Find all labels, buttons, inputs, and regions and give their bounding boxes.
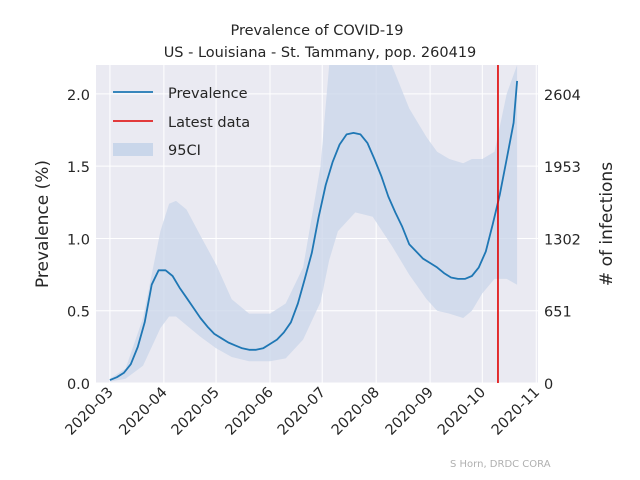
y-tick-label: 0.5 xyxy=(67,305,90,321)
ci-band xyxy=(109,65,518,382)
y-axis-left-ticks: 0.0 0.5 1.0 1.5 2.0 xyxy=(67,88,90,393)
credit-text: S Horn, DRDC CORA xyxy=(450,459,551,470)
y-axis-label-right: # of infections xyxy=(597,162,617,286)
y-tick-label: 2.0 xyxy=(67,88,90,104)
legend-latest-label: Latest data xyxy=(168,115,250,131)
y-right-tick-label: 2604 xyxy=(544,88,581,104)
y-right-tick-label: 1302 xyxy=(544,232,581,248)
y-right-tick-label: 0 xyxy=(544,377,553,393)
legend-ci-swatch xyxy=(113,143,153,156)
legend-ci-label: 95CI xyxy=(168,143,201,159)
y-right-tick-label: 1953 xyxy=(544,160,581,176)
chart-subtitle: US - Louisiana - St. Tammany, pop. 26041… xyxy=(164,45,477,61)
y-tick-label: 0.0 xyxy=(67,377,90,393)
y-right-tick-label: 651 xyxy=(544,305,572,321)
prevalence-line xyxy=(109,80,518,381)
legend: Prevalence Latest data 95CI xyxy=(113,86,250,159)
y-axis-right-ticks: 0 651 1302 1953 2604 xyxy=(544,88,581,393)
y-tick-label: 1.5 xyxy=(67,160,90,176)
y-tick-label: 1.0 xyxy=(67,232,90,248)
y-axis-label-left: Prevalence (%) xyxy=(33,160,53,288)
chart-title: Prevalence of COVID-19 xyxy=(230,23,403,39)
legend-prevalence-label: Prevalence xyxy=(168,86,248,102)
